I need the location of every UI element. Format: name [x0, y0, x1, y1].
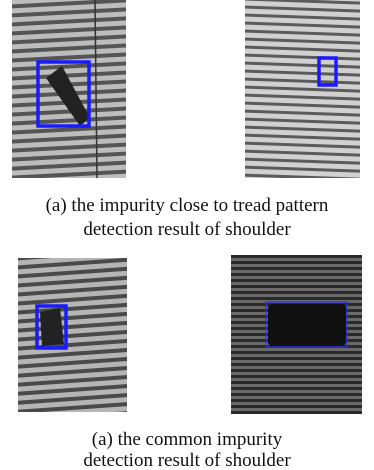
image-bottom-right [231, 255, 362, 414]
caption-line: (a) the common impurity [92, 429, 283, 450]
impurity [40, 308, 64, 346]
impurity [268, 304, 346, 346]
page: {"panels": [ {"caption": ["(a) the impur… [0, 0, 374, 470]
caption-line: detection result of shoulder [83, 450, 291, 470]
figure: (a) the impurity close to tread pattern … [0, 0, 374, 470]
tire-photo [18, 258, 127, 412]
image-bottom-left [18, 258, 127, 412]
image-top-right [245, 0, 360, 178]
image-top-left [12, 0, 126, 178]
caption-line: detection result of shoulder [83, 219, 291, 240]
caption-line: (a) the impurity close to tread pattern [46, 195, 329, 216]
tire-photo [245, 0, 360, 178]
